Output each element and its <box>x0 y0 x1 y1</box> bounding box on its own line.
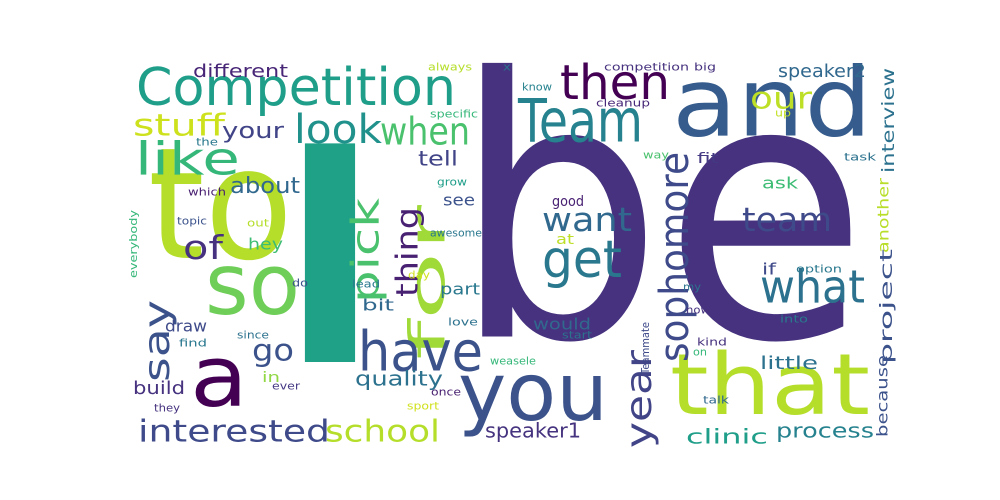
word-find: find <box>179 337 207 350</box>
word-get: get <box>542 230 622 290</box>
word-because: because <box>874 355 892 437</box>
word-good: good <box>552 194 584 210</box>
word-which: which <box>188 186 226 199</box>
word-pick: pick <box>344 198 388 303</box>
word-if: if <box>762 260 777 279</box>
word-competition: Competition <box>136 58 456 118</box>
word-interested: interested <box>138 415 330 450</box>
word-to: to <box>148 114 293 295</box>
word-year: year <box>619 350 660 448</box>
word-team: Team <box>517 87 643 157</box>
word-day: day <box>408 269 431 282</box>
word-grow: grow <box>437 176 467 189</box>
word-always: always <box>428 61 472 74</box>
word-option: option <box>796 263 842 276</box>
word-know: know <box>522 81 552 94</box>
word-little: little <box>760 353 818 374</box>
word-our: our <box>750 82 813 117</box>
word-out: out <box>247 217 270 230</box>
word-everybody: everybody <box>127 209 140 278</box>
word-in: in <box>262 370 280 386</box>
word-bit: bit <box>362 296 394 315</box>
word-now: now <box>686 304 710 317</box>
word-a: a <box>190 328 248 427</box>
word-do: do <box>292 277 308 290</box>
word-so: so <box>205 236 300 335</box>
word-since: since <box>237 329 269 342</box>
word-of: of <box>183 228 225 267</box>
word-task: task <box>844 151 877 164</box>
word-i: I <box>255 84 405 433</box>
word-you: you <box>458 346 608 439</box>
word-see: see <box>443 191 475 210</box>
word-stuff: stuff <box>133 109 227 144</box>
word-sophomore: sophomore <box>652 152 698 362</box>
word-talk: talk <box>703 394 730 407</box>
word-build: build <box>133 378 185 399</box>
word-ask: ask <box>762 174 799 193</box>
word-sport: sport <box>407 400 440 413</box>
word-look: look <box>294 107 383 153</box>
word-hey: hey <box>248 235 283 254</box>
word-be: be <box>452 2 868 421</box>
word-into: into <box>780 313 808 326</box>
word-my: my <box>683 281 702 294</box>
word-about: about <box>230 174 300 199</box>
word-speaker2: speaker2 <box>778 61 866 82</box>
word-teammate: Teammate <box>639 322 652 375</box>
word-your: your <box>222 119 285 144</box>
word-go: go <box>252 334 294 369</box>
word-big: big <box>694 61 716 74</box>
word-what: what <box>760 261 865 314</box>
word-process: process <box>776 419 874 443</box>
word-want: want <box>542 200 632 239</box>
word-kind: kind <box>697 336 727 349</box>
word-different: different <box>193 61 288 82</box>
word-team: team <box>742 200 832 239</box>
word-another: another <box>875 177 893 253</box>
word-they: they <box>154 402 181 415</box>
word-would: would <box>533 315 591 334</box>
word-lead: lead <box>352 278 380 291</box>
word-interview: interview <box>879 68 899 173</box>
word-up: up <box>775 107 791 120</box>
word-love: love <box>448 316 478 329</box>
word-once: once <box>431 386 461 399</box>
word-when: when <box>380 110 470 154</box>
word-school: school <box>325 415 440 450</box>
word-start: start <box>562 329 593 342</box>
word-like: like <box>135 133 240 186</box>
word-specific: specific <box>430 108 478 121</box>
word-competition: competition <box>604 61 689 74</box>
word-part: part <box>440 280 480 299</box>
word-way: way <box>643 149 670 162</box>
word-clinic: clinic <box>686 425 768 449</box>
word-have: have <box>358 320 483 384</box>
word-for: for <box>400 203 457 360</box>
word-say: say <box>137 300 178 382</box>
word-x: x <box>503 61 512 74</box>
word-quality: quality <box>355 367 443 391</box>
word-at: at <box>556 232 575 248</box>
word-tell: tell <box>418 147 458 171</box>
word-project: project <box>877 248 897 364</box>
word-weasele: weasele <box>490 355 536 368</box>
word-awesome: awesome <box>430 227 482 240</box>
word-speaker1: speaker1 <box>485 419 581 443</box>
word-thing: thing <box>391 207 426 297</box>
word-topic: topic <box>177 215 207 228</box>
word-then: then <box>560 55 670 111</box>
word-that: that <box>670 336 870 435</box>
word-ever: ever <box>272 380 301 393</box>
word-on: on <box>693 346 707 359</box>
word-draw: draw <box>165 317 207 336</box>
word-cleanup: cleanup <box>596 97 650 110</box>
word-and: and <box>672 48 872 158</box>
word-fit: fit <box>697 151 720 167</box>
word-the: the <box>196 136 218 149</box>
